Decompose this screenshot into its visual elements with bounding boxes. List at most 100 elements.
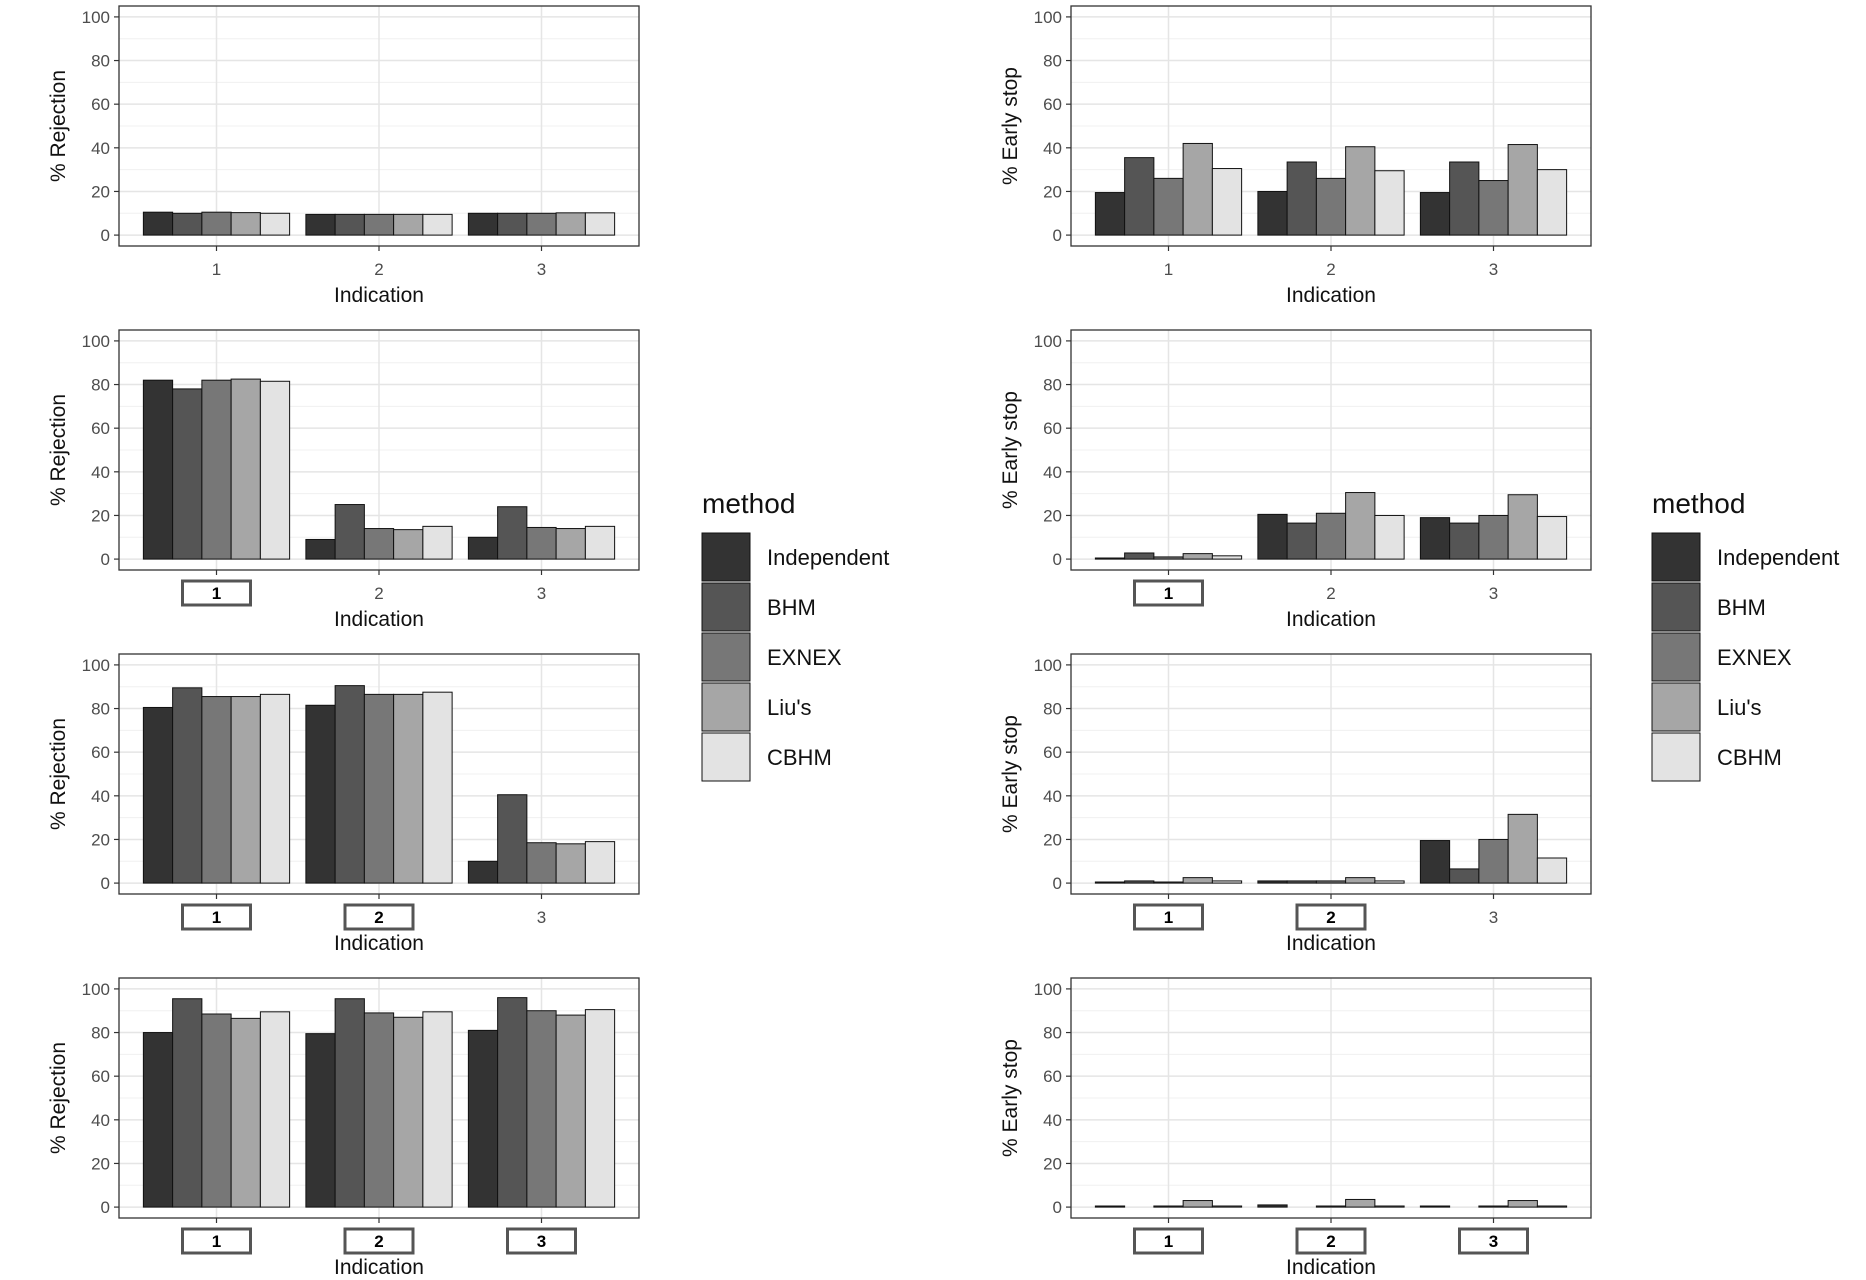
x-tick-label: 1 [1164, 584, 1173, 603]
bar [201, 1013, 232, 1208]
x-axis-title: Indication [334, 1256, 424, 1279]
x-tick-label: 3 [1489, 908, 1498, 927]
bar [467, 860, 499, 884]
bar [305, 213, 336, 236]
bar [1124, 552, 1155, 560]
y-tick-label: 0 [1053, 1198, 1062, 1217]
bar [201, 379, 232, 560]
x-tick-label: 2 [374, 584, 383, 603]
y-tick-label: 60 [91, 743, 110, 762]
bar [1124, 157, 1155, 236]
y-tick-label: 40 [1043, 463, 1062, 482]
bar [1374, 880, 1405, 884]
x-axis-title: Indication [334, 608, 424, 631]
category-box [506, 1227, 577, 1255]
legend-key [701, 582, 751, 632]
panel-border [118, 329, 640, 571]
y-tick-label: 40 [91, 787, 110, 806]
bar [172, 998, 203, 1208]
x-tick-label: 3 [537, 260, 546, 279]
category-box [343, 1227, 415, 1255]
bar [1094, 557, 1126, 560]
x-tick-label: 1 [212, 908, 221, 927]
bar [1478, 514, 1509, 560]
legend-key [1651, 532, 1701, 582]
y-tick-label: 0 [1053, 550, 1062, 569]
x-tick-label: 2 [374, 908, 383, 927]
y-tick-label: 20 [91, 830, 110, 849]
x-axis-title: Indication [334, 284, 424, 307]
category-box [181, 903, 252, 931]
x-tick-label: 1 [212, 584, 221, 603]
y-tick-label: 80 [1043, 1024, 1062, 1043]
y-tick-label: 60 [91, 1067, 110, 1086]
legend-label: BHM [1717, 595, 1766, 620]
bar [555, 1014, 586, 1208]
x-tick-label: 2 [1326, 584, 1335, 603]
bar [555, 212, 586, 236]
bar [259, 380, 291, 560]
bar [1507, 494, 1538, 560]
bar [334, 685, 365, 884]
bar [1536, 857, 1568, 884]
panel-border [1070, 653, 1592, 895]
bar [334, 213, 365, 236]
y-tick-label: 20 [1043, 182, 1062, 201]
bar [172, 212, 203, 236]
bar [497, 212, 528, 236]
y-tick-label: 0 [101, 226, 110, 245]
bar [422, 213, 453, 236]
bar [1345, 492, 1376, 560]
bar [467, 212, 499, 236]
bar [422, 691, 453, 884]
y-axis-title: % Early stop [999, 715, 1022, 833]
legend-label: EXNEX [1717, 645, 1792, 670]
panel-border [1070, 977, 1592, 1219]
x-tick-label: 1 [1164, 1232, 1173, 1251]
y-tick-label: 100 [82, 980, 110, 999]
bar [526, 526, 557, 560]
category-box [1133, 1227, 1204, 1255]
bar [1315, 512, 1347, 560]
bar [1094, 1205, 1126, 1208]
y-axis-title: % Early stop [999, 67, 1022, 185]
x-tick-label: 3 [1489, 584, 1498, 603]
bar [363, 213, 395, 236]
y-tick-label: 40 [1043, 1111, 1062, 1130]
bar [497, 506, 528, 560]
y-tick-label: 100 [82, 8, 110, 27]
bar [305, 538, 336, 560]
y-tick-label: 80 [1043, 376, 1062, 395]
bar [1449, 522, 1480, 560]
bar [497, 794, 528, 884]
bar [1153, 177, 1184, 236]
legend-label: Liu's [767, 695, 812, 720]
y-axis-title: % Rejection [47, 394, 70, 506]
y-tick-label: 20 [1043, 506, 1062, 525]
bar [1419, 840, 1451, 884]
y-tick-label: 60 [91, 419, 110, 438]
legend-key [701, 682, 751, 732]
bar [1211, 168, 1243, 236]
bar [142, 1032, 174, 1208]
y-tick-label: 0 [1053, 874, 1062, 893]
x-tick-label: 3 [1489, 1232, 1498, 1251]
bar [1257, 1204, 1288, 1208]
bar [1182, 1200, 1213, 1208]
bar [1449, 161, 1480, 236]
category-box [343, 903, 415, 931]
bar [555, 843, 586, 884]
bar [1286, 161, 1317, 236]
bar [1124, 880, 1155, 884]
x-axis-title: Indication [1286, 608, 1376, 631]
bar [201, 211, 232, 236]
y-tick-label: 60 [1043, 743, 1062, 762]
bar [1182, 142, 1213, 236]
bar [230, 212, 261, 236]
y-axis-title: % Rejection [47, 718, 70, 830]
bar [201, 696, 232, 884]
panel-border [1070, 5, 1592, 247]
y-tick-label: 100 [1034, 656, 1062, 675]
bar [172, 388, 203, 560]
